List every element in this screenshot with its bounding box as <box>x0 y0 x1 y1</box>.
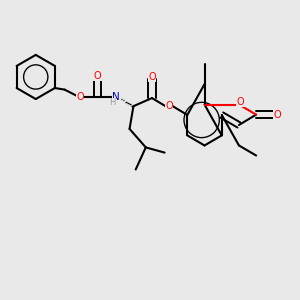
Text: O: O <box>76 92 84 102</box>
Text: O: O <box>148 72 156 82</box>
Text: O: O <box>273 110 281 120</box>
Text: N: N <box>112 92 120 102</box>
Text: O: O <box>165 101 172 111</box>
Text: O: O <box>237 97 244 107</box>
Text: H: H <box>110 98 116 107</box>
Text: O: O <box>94 71 101 81</box>
